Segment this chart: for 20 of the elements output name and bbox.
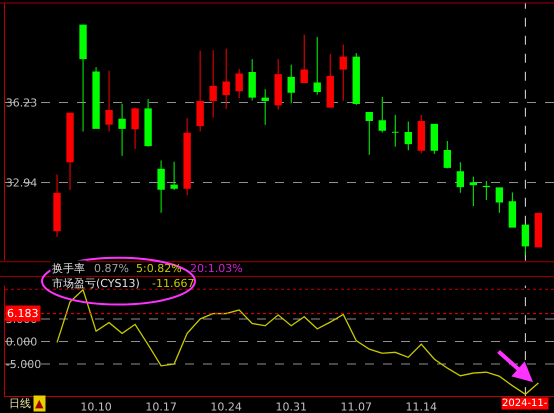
y-tick-label: 36.23 [6, 96, 38, 110]
text: 换手率 [52, 262, 85, 275]
y-tick-label: -5.000 [6, 358, 42, 371]
text: 5:0.82% [136, 262, 182, 275]
text: 20:1.03% [190, 262, 243, 275]
x-tick-label: 10.10 [80, 400, 112, 413]
x-tick-label: 10.24 [210, 400, 242, 413]
x-tick-label: 2024-11- [502, 398, 548, 409]
y-tick-label: 0.000 [6, 335, 38, 348]
text: ▲ [35, 397, 44, 410]
ref-line-label: 6.183 [7, 307, 38, 320]
y-tick-label: 32.94 [6, 176, 38, 190]
x-tick-label: 11.14 [406, 400, 438, 413]
series-label: 市场盈亏(CYS13) [52, 277, 140, 290]
text: 0.87% [94, 262, 129, 275]
x-tick-label: 10.17 [145, 400, 177, 413]
annotation: -11.667 [152, 277, 194, 290]
x-tick-label: 10.31 [275, 400, 307, 413]
text: 日线 [9, 397, 31, 410]
x-tick-label: 11.07 [340, 400, 372, 413]
